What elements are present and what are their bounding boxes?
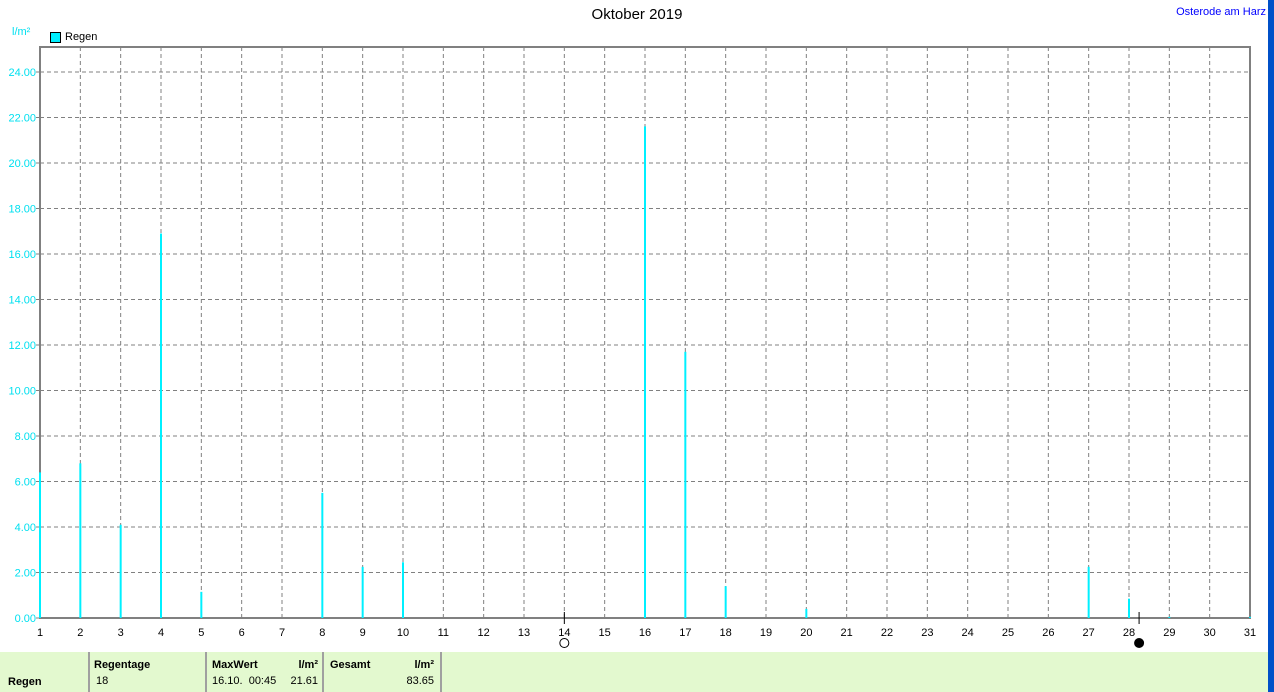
y-tick-label: 8.00 <box>15 431 36 443</box>
rain-bar <box>39 472 41 618</box>
x-tick-label: 28 <box>1123 627 1135 639</box>
x-tick-label: 6 <box>239 627 245 639</box>
x-tick-label: 5 <box>198 627 204 639</box>
new-moon-icon <box>1134 638 1145 648</box>
x-tick-label: 9 <box>360 627 366 639</box>
y-axis-unit: l/m² <box>12 26 31 38</box>
y-tick-label: 12.00 <box>8 340 36 352</box>
station-name: Osterode am Harz <box>1176 6 1266 18</box>
gesamt-value: 83.65 <box>406 675 434 687</box>
y-tick-label: 14.00 <box>8 295 36 307</box>
rain-bar <box>119 524 122 618</box>
rain-bar <box>644 126 646 618</box>
maxwert-label: MaxWert <box>212 659 258 671</box>
x-tick-label: 29 <box>1163 627 1175 639</box>
x-tick-label: 10 <box>397 627 409 639</box>
stats-col-maxwert: MaxWert l/m² 16.10. 00:45 21.61 <box>207 652 324 692</box>
y-tick-label: 0.00 <box>15 613 36 625</box>
y-tick-label: 2.00 <box>15 568 36 580</box>
x-tick-label: 30 <box>1204 627 1216 639</box>
maxwert-unit: l/m² <box>298 659 318 671</box>
x-tick-label: 3 <box>118 627 124 639</box>
x-tick-label: 25 <box>1002 627 1014 639</box>
x-tick-label: 24 <box>962 627 974 639</box>
x-tick-label: 31 <box>1244 627 1256 639</box>
y-tick-label: 10.00 <box>8 386 36 398</box>
full-moon-icon <box>559 638 570 648</box>
gesamt-label: Gesamt <box>330 659 371 671</box>
x-tick-label: 20 <box>800 627 812 639</box>
maxwert-date: 16.10. 00:45 <box>212 675 277 687</box>
x-tick-label: 4 <box>158 627 164 639</box>
x-tick-label: 23 <box>921 627 933 639</box>
x-tick-label: 17 <box>679 627 691 639</box>
x-tick-label: 13 <box>518 627 530 639</box>
y-tick-label: 16.00 <box>8 249 36 261</box>
gesamt-unit: l/m² <box>414 659 434 671</box>
stats-col-regentage: Regentage 18 <box>90 652 207 692</box>
y-tick-label: 24.00 <box>8 67 36 79</box>
x-tick-label: 15 <box>599 627 611 639</box>
x-tick-label: 22 <box>881 627 893 639</box>
row-label: Regen <box>8 676 42 688</box>
rain-bar <box>1168 616 1171 618</box>
x-tick-label: 8 <box>319 627 325 639</box>
rain-bar <box>1087 566 1090 618</box>
rain-bar <box>79 463 82 618</box>
rain-chart: 0.00 2.00 4.00 6.00 8.00 10.00 12.00 14.00 16.00… <box>8 46 1256 648</box>
window-edge <box>1268 0 1274 692</box>
stats-footer: Regen Regentage 18 MaxWert l/m² 16.10. 0… <box>0 652 1268 692</box>
rain-bar <box>1249 616 1251 618</box>
x-tick-label: 26 <box>1042 627 1054 639</box>
stats-col-gesamt: Gesamt l/m² 83.65 <box>324 652 442 692</box>
regentage-value: 18 <box>96 675 109 687</box>
x-tick-label: 16 <box>639 627 651 639</box>
x-tick-label: 27 <box>1083 627 1095 639</box>
rain-bar <box>321 492 324 618</box>
legend-label: Regen <box>65 31 98 43</box>
rain-bar <box>684 351 687 618</box>
y-tick-label: 4.00 <box>15 522 36 534</box>
x-tick-label: 2 <box>77 627 83 639</box>
x-tick-label: 12 <box>478 627 490 639</box>
rain-bar <box>160 233 162 618</box>
rain-bar <box>200 591 203 618</box>
rain-bar <box>1128 598 1130 618</box>
x-tick-label: 7 <box>279 627 285 639</box>
x-tick-label: 1 <box>37 627 43 639</box>
y-tick-label: 18.00 <box>8 204 36 216</box>
rain-bar <box>361 566 364 618</box>
chart-title: Oktober 2019 <box>591 6 683 23</box>
stats-col-label: Regen <box>0 652 90 692</box>
regentage-label: Regentage <box>94 659 151 671</box>
y-tick-label: 6.00 <box>15 477 36 489</box>
legend-swatch <box>50 31 61 43</box>
x-tick-label: 14 <box>558 627 570 639</box>
rain-bar <box>724 586 727 618</box>
y-tick-label: 22.00 <box>8 113 36 125</box>
x-tick-label: 11 <box>438 627 449 639</box>
rain-bar <box>805 608 808 618</box>
maxwert-value: 21.61 <box>290 675 318 687</box>
x-tick-label: 18 <box>720 627 732 639</box>
x-tick-label: 19 <box>760 627 772 639</box>
legend: Regen <box>50 31 97 43</box>
y-tick-label: 20.00 <box>8 158 36 170</box>
rain-bar <box>402 562 404 618</box>
x-tick-label: 21 <box>841 627 853 639</box>
